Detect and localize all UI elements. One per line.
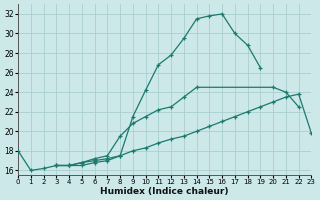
X-axis label: Humidex (Indice chaleur): Humidex (Indice chaleur) xyxy=(100,187,229,196)
